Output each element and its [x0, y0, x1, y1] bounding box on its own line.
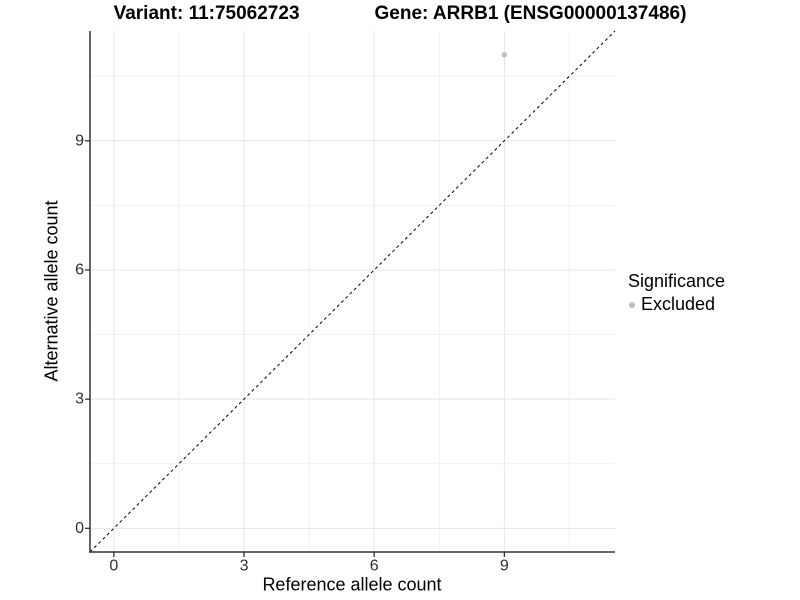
y-tick-label: 0	[75, 520, 84, 537]
legend-item-excluded: Excluded	[628, 294, 725, 315]
y-tick-label: 9	[75, 132, 84, 149]
y-tick-label: 3	[75, 391, 84, 408]
plot-title: Variant: 11:75062723 Gene: ARRB1 (ENSG00…	[0, 3, 800, 25]
y-tick-label: 6	[75, 261, 84, 278]
title-gene: Gene: ARRB1 (ENSG00000137486)	[374, 3, 687, 24]
x-tick-label: 3	[240, 558, 249, 575]
legend-key-dot	[629, 301, 635, 308]
x-tick-label: 0	[109, 558, 118, 575]
title-variant: Variant: 11:75062723	[113, 3, 300, 24]
data-point-excluded	[501, 51, 508, 58]
legend: Significance Excluded	[628, 271, 725, 315]
x-tick-label: 6	[370, 558, 379, 575]
x-tick-label: 9	[500, 558, 509, 575]
legend-item-label: Excluded	[641, 294, 716, 314]
legend-title: Significance	[628, 271, 726, 291]
identity-dashed-line	[89, 30, 616, 553]
x-axis-label: Reference allele count	[262, 574, 442, 595]
y-axis-label: Alternative allele count	[41, 200, 62, 382]
